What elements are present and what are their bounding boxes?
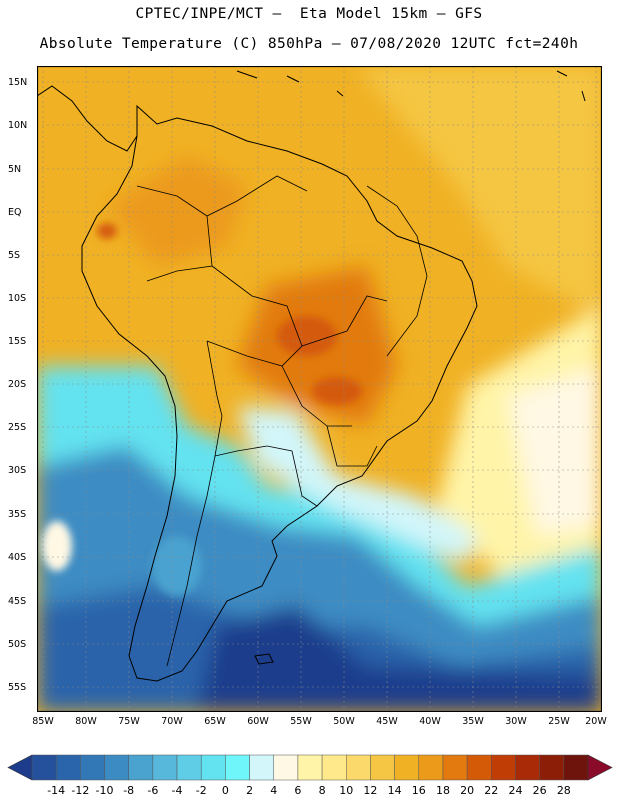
central-america xyxy=(37,85,138,152)
lat-label-35s: 35S xyxy=(8,509,27,520)
colorbar-label: 20 xyxy=(460,784,475,797)
lon-label-80w: 80W xyxy=(75,716,97,727)
lon-label-70w: 70W xyxy=(161,716,183,727)
lat-label-10s: 10S xyxy=(8,293,27,304)
colorbar-label: 6 xyxy=(294,784,302,797)
colorbar-swatch xyxy=(515,754,540,781)
colorbar-label: 0 xyxy=(221,784,229,797)
map-frame xyxy=(37,66,602,712)
colorbar-label: -6 xyxy=(147,784,159,797)
lat-label-55s: 55S xyxy=(8,682,27,693)
lat-label-30s: 30S xyxy=(8,465,27,476)
colorbar-swatch xyxy=(321,754,347,781)
colorbar-swatch xyxy=(176,754,202,781)
colorbar-label: 2 xyxy=(246,784,254,797)
colorbar-swatch xyxy=(418,754,444,781)
colorbar-swatch xyxy=(152,754,178,781)
colorbar-swatch xyxy=(80,754,105,781)
colorbar-label: 24 xyxy=(508,784,523,797)
lon-label-35w: 35W xyxy=(462,716,484,727)
lon-label-20w: 20W xyxy=(585,716,607,727)
colorbar-label: -2 xyxy=(195,784,207,797)
colorbar-low-arrow xyxy=(7,754,33,781)
colorbar-label: -10 xyxy=(95,784,114,797)
falkland-islands xyxy=(254,653,274,665)
colorbar-swatch xyxy=(297,754,323,781)
colorbar-swatch xyxy=(563,754,589,781)
country-borders xyxy=(136,175,428,667)
colorbar-label: 10 xyxy=(339,784,354,797)
colorbar-label: 14 xyxy=(387,784,402,797)
lon-label-50w: 50W xyxy=(333,716,355,727)
lat-label-5s: 5S xyxy=(8,250,21,261)
colorbar-label: 12 xyxy=(363,784,378,797)
colorbar-swatch xyxy=(370,754,395,781)
lon-label-85w: 85W xyxy=(32,716,54,727)
colorbar-label: -8 xyxy=(123,784,135,797)
colorbar-swatch xyxy=(225,754,250,781)
lat-label-25s: 25S xyxy=(8,422,27,433)
lon-label-30w: 30W xyxy=(505,716,527,727)
lon-label-55w: 55W xyxy=(290,716,312,727)
lon-label-60w: 60W xyxy=(247,716,269,727)
temperature-colorbar xyxy=(7,754,613,781)
colorbar-swatch xyxy=(31,754,57,781)
lon-label-25w: 25W xyxy=(548,716,570,727)
colorbar-label: -14 xyxy=(47,784,66,797)
colorbar-swatch xyxy=(442,754,468,781)
lat-label-15n: 15N xyxy=(8,77,28,88)
lat-label-40s: 40S xyxy=(8,552,27,563)
colorbar-label: 22 xyxy=(484,784,499,797)
lon-label-40w: 40W xyxy=(419,716,441,727)
lat-label-45s: 45S xyxy=(8,596,27,607)
colorbar-label: 28 xyxy=(556,784,571,797)
temperature-map xyxy=(37,66,602,712)
colorbar-swatch xyxy=(539,754,565,781)
grid-lines xyxy=(37,66,602,712)
lon-label-45w: 45W xyxy=(376,716,398,727)
colorbar-label: 8 xyxy=(318,784,326,797)
lon-label-75w: 75W xyxy=(118,716,140,727)
lat-label-5n: 5N xyxy=(8,164,22,175)
colorbar-swatch xyxy=(491,754,516,781)
colorbar-swatch xyxy=(128,754,154,781)
colorbar-label: -12 xyxy=(71,784,90,797)
lat-label-10n: 10N xyxy=(8,120,28,131)
lat-label-15s: 15S xyxy=(8,336,27,347)
lat-label-20s: 20S xyxy=(8,379,27,390)
map-title-line1: CPTEC/INPE/MCT — Eta Model 15km — GFS xyxy=(135,6,483,22)
lat-label-eq: EQ xyxy=(8,207,22,218)
colorbar-swatch xyxy=(249,754,274,781)
south-america-coastline xyxy=(81,104,478,682)
colorbar-swatch xyxy=(346,754,371,781)
colorbar-swatch xyxy=(273,754,299,781)
colorbar-label: 26 xyxy=(532,784,547,797)
colorbar-swatch xyxy=(394,754,420,781)
colorbar-swatch xyxy=(200,754,226,781)
colorbar-high-arrow xyxy=(587,754,613,781)
colorbar-label: 18 xyxy=(435,784,450,797)
caribbean-islands xyxy=(236,70,586,102)
temperature-field xyxy=(37,66,602,712)
colorbar-swatch xyxy=(55,754,81,781)
lon-label-65w: 65W xyxy=(204,716,226,727)
colorbar-label: -4 xyxy=(171,784,183,797)
lat-label-50s: 50S xyxy=(8,639,27,650)
colorbar-swatch xyxy=(104,754,129,781)
colorbar-label: 16 xyxy=(411,784,426,797)
colorbar-label: 4 xyxy=(270,784,278,797)
map-title-line2: Absolute Temperature (C) 850hPa — 07/08/… xyxy=(39,36,579,52)
colorbar-swatch xyxy=(466,754,492,781)
